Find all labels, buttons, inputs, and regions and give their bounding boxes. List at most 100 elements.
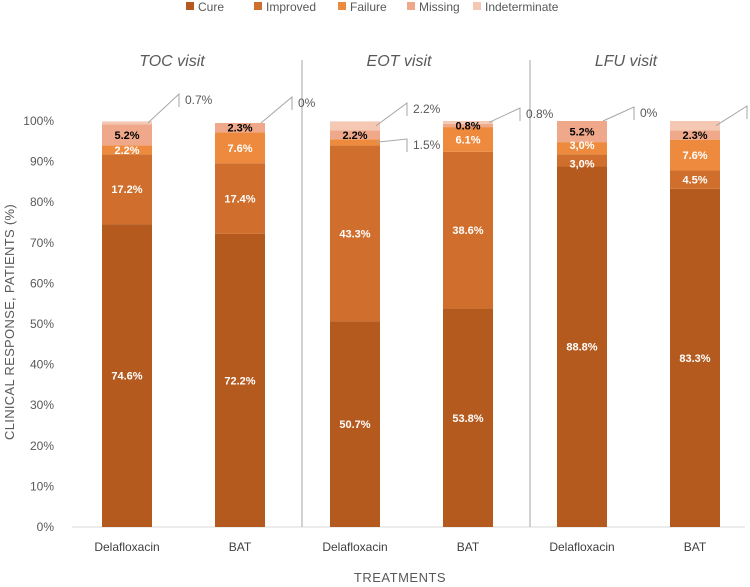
data-label-failure: 7.6% bbox=[682, 150, 707, 162]
group-titles: TOC visit EOT visit LFU visit bbox=[139, 53, 657, 70]
data-label-cure: 74.6% bbox=[111, 371, 142, 383]
data-label-improved: 4.5% bbox=[682, 175, 707, 187]
data-label-improved: 17.4% bbox=[224, 194, 255, 206]
bar-segment-failure bbox=[215, 132, 265, 164]
callout-label-indeterminate: 0.8% bbox=[526, 107, 554, 121]
x-tick-label: Delafloxacin bbox=[322, 540, 387, 554]
y-tick-label: 30% bbox=[30, 398, 54, 412]
y-tick-label: 10% bbox=[30, 479, 54, 493]
callout-label-indeterminate: 0.7% bbox=[185, 93, 213, 107]
legend-label-indeterminate: Indeterminate bbox=[485, 0, 559, 14]
bar-segment-improved bbox=[215, 163, 265, 234]
legend-label-failure: Failure bbox=[350, 0, 387, 14]
bar-segment-indeterminate bbox=[443, 121, 493, 124]
y-tick-label: 90% bbox=[30, 155, 54, 169]
data-label-failure: 2.2% bbox=[114, 145, 139, 157]
x-tick-label: Delafloxacin bbox=[94, 540, 159, 554]
legend-swatch-indeterminate bbox=[473, 2, 481, 10]
legend-swatch-improved bbox=[254, 2, 262, 10]
y-tick-label: 20% bbox=[30, 439, 54, 453]
data-label-missing: 0.8% bbox=[455, 120, 480, 132]
y-tick-label: 70% bbox=[30, 236, 54, 250]
bar-segment-failure bbox=[443, 127, 493, 152]
data-label-cure: 83.3% bbox=[679, 353, 710, 365]
bar-segment-indeterminate bbox=[670, 121, 720, 131]
group-title: EOT visit bbox=[367, 53, 432, 70]
group-separators bbox=[301, 60, 531, 527]
data-label-missing: 2.2% bbox=[342, 130, 367, 142]
bar-segment-cure bbox=[670, 188, 720, 527]
y-tick-label: 0% bbox=[37, 520, 55, 534]
bar-segment-missing bbox=[330, 130, 380, 140]
bar-segment-missing bbox=[557, 121, 607, 143]
legend-label-missing: Missing bbox=[419, 0, 460, 14]
data-label-improved: 38.6% bbox=[452, 225, 483, 237]
y-axis: 0% 10% 20% 30% 40% 50% 60% 70% 80% 90% 100% bbox=[23, 114, 745, 534]
legend: Cure Improved Failure Missing Indeterminate bbox=[186, 0, 559, 14]
x-axis-categories: Delafloxacin BAT Delafloxacin BAT Delafloxac… bbox=[94, 540, 707, 554]
bar-segment-missing bbox=[215, 123, 265, 133]
x-tick-label: BAT bbox=[684, 540, 707, 554]
group-title: LFU visit bbox=[595, 53, 658, 70]
callout-label-indeterminate: 0% bbox=[298, 96, 316, 110]
bar-segment-cure bbox=[330, 321, 380, 527]
legend-swatch-cure bbox=[186, 2, 194, 10]
legend-swatch-missing bbox=[407, 2, 415, 10]
leader-line bbox=[488, 107, 521, 123]
y-tick-label: 40% bbox=[30, 358, 54, 372]
bar-segment-missing bbox=[102, 124, 152, 146]
bar-segment-improved bbox=[670, 170, 720, 189]
bar-segment-missing bbox=[443, 123, 493, 128]
x-tick-label: Delafloxacin bbox=[549, 540, 614, 554]
data-label-cure: 50.7% bbox=[339, 419, 370, 431]
data-label-failure: 7.6% bbox=[227, 143, 252, 155]
y-tick-label: 80% bbox=[30, 195, 54, 209]
y-tick-label: 50% bbox=[30, 317, 54, 331]
leader-line bbox=[375, 138, 408, 152]
bar-segment-improved bbox=[557, 154, 607, 167]
callout-label-indeterminate: 0% bbox=[640, 106, 658, 120]
x-tick-label: BAT bbox=[229, 540, 252, 554]
bar-segment-failure bbox=[557, 142, 607, 155]
bar-segment-failure bbox=[102, 145, 152, 155]
data-label-cure: 88.8% bbox=[566, 342, 597, 354]
data-label-missing: 5.2% bbox=[569, 127, 594, 139]
callout-label-failure: 1.5% bbox=[413, 138, 441, 152]
x-tick-label: BAT bbox=[457, 540, 480, 554]
legend-label-cure: Cure bbox=[198, 0, 224, 14]
data-label-missing: 2.3% bbox=[227, 123, 252, 135]
data-label-failure: 3,0% bbox=[569, 140, 594, 152]
bar-segment-failure bbox=[330, 139, 380, 146]
data-label-improved: 3,0% bbox=[569, 158, 594, 170]
leader-line bbox=[715, 105, 748, 127]
data-label-improved: 43.3% bbox=[339, 228, 370, 240]
group-title: TOC visit bbox=[139, 53, 205, 70]
bar-segment-failure bbox=[670, 139, 720, 171]
data-label-improved: 17.2% bbox=[111, 184, 142, 196]
bar-segment-missing bbox=[670, 130, 720, 140]
y-axis-label: CLINICAL RESPONSE, PATIENTS (%) bbox=[2, 204, 17, 440]
data-label-missing: 5.2% bbox=[114, 130, 139, 142]
bar-segment-improved bbox=[102, 154, 152, 225]
data-label-cure: 72.2% bbox=[224, 375, 255, 387]
bar-segment-cure bbox=[443, 308, 493, 527]
bar-segment-cure bbox=[102, 224, 152, 527]
x-axis-label: TREATMENTS bbox=[354, 570, 446, 585]
bar-segment-cure bbox=[215, 233, 265, 528]
data-label-missing: 2.3% bbox=[682, 130, 707, 142]
callout-label-indeterminate: 2.2% bbox=[413, 102, 441, 116]
y-tick-label: 60% bbox=[30, 276, 54, 290]
data-label-cure: 53.8% bbox=[452, 413, 483, 425]
bars: 74.6% 17.2% 2.2% 5.2% 0.7% 72.2% 17.4% 7.6% 2.3%… bbox=[102, 92, 748, 528]
bar-segment-cure bbox=[557, 166, 607, 528]
leader-line bbox=[602, 106, 635, 122]
data-label-failure: 6.1% bbox=[455, 134, 480, 146]
legend-label-improved: Improved bbox=[266, 0, 316, 14]
leader-line bbox=[260, 95, 293, 124]
y-tick-label: 100% bbox=[23, 114, 54, 128]
bar-segment-improved bbox=[443, 151, 493, 309]
bar-segment-improved bbox=[330, 145, 380, 322]
legend-swatch-failure bbox=[338, 2, 346, 10]
leader-line bbox=[375, 102, 408, 127]
